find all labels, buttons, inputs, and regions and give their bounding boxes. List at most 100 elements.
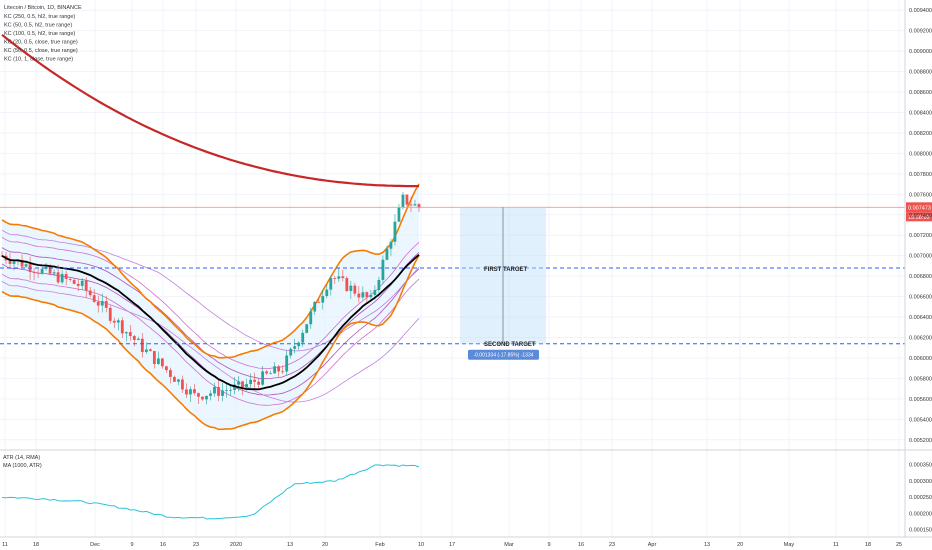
date-tick-label: 16 [160, 542, 166, 548]
date-tick-label: Dec [90, 542, 100, 548]
candle-body [225, 390, 228, 391]
candle-body [265, 371, 269, 374]
candle-body [321, 296, 325, 303]
candle-body [48, 266, 52, 274]
price-tick-label: 0.009400 [909, 8, 932, 14]
candle-body [132, 335, 136, 340]
indicator-label[interactable]: KC (250, 0.5, hl2, true range) [4, 14, 75, 20]
candle-body [201, 396, 204, 400]
candle-body [277, 366, 281, 372]
price-tick-label: 0.006600 [909, 295, 932, 301]
candle-body [297, 342, 301, 347]
candle-body [249, 379, 252, 385]
candle-body [365, 292, 369, 298]
kc50-midline [1, 254, 420, 391]
atr-ma-label[interactable]: MA (1000, ATR) [3, 463, 42, 469]
countdown-tag [906, 212, 932, 222]
date-tick-label: 10 [418, 542, 424, 548]
candle-body [120, 320, 124, 334]
candle-body [108, 307, 112, 321]
atr-pane [1, 464, 420, 520]
price-tick-label: 0.007800 [909, 172, 932, 178]
candle-body [245, 384, 248, 388]
date-tick-label: 9 [130, 542, 133, 548]
candle-body [361, 292, 365, 298]
date-tick-label: May [784, 542, 795, 548]
candle-body [325, 289, 329, 297]
candle-body [409, 204, 413, 206]
candle-body [329, 278, 333, 290]
date-tick-label: 23 [193, 542, 199, 548]
price-tick-label: 0.006800 [909, 274, 932, 280]
price-tick-label: 0.008000 [909, 151, 932, 157]
date-tick-label: 20 [322, 542, 328, 548]
price-tick-label: 0.007000 [909, 254, 932, 260]
candle-body [281, 371, 285, 373]
candle-body [373, 290, 377, 296]
candle-body [293, 346, 297, 349]
price-tick-label: 0.008800 [909, 70, 932, 76]
price-tick-label: 0.007600 [909, 192, 932, 198]
candle-body [349, 285, 353, 292]
candle-body [305, 324, 309, 333]
candle-body [112, 320, 116, 323]
candle-body [185, 389, 188, 395]
candles[interactable] [0, 191, 421, 405]
price-tick-label: 0.005600 [909, 397, 932, 403]
indicator-label[interactable]: KC (20, 0.5, close, true range) [4, 40, 78, 46]
candle-body [397, 207, 401, 222]
candle-body [36, 272, 40, 274]
candle-body [345, 278, 349, 292]
price-tick-label: 0.005400 [909, 417, 932, 423]
measure-tool[interactable]: -0.001334 (-17.85%) -1334 [460, 207, 546, 360]
keltner-channel-line [1, 247, 420, 380]
candle-body [88, 290, 92, 296]
price-tick-label: 0.008200 [909, 131, 932, 137]
candle-body [257, 381, 261, 385]
candle-body [381, 259, 385, 280]
candle-body [417, 204, 421, 209]
indicator-label[interactable]: KC (100, 0.5, hl2, true range) [4, 31, 75, 37]
candle-body [405, 194, 409, 205]
candle-body [261, 371, 265, 385]
candle-body [385, 248, 389, 260]
measure-label-box [468, 349, 539, 360]
indicator-label[interactable]: KC (50, 0.5, hl2, true range) [4, 23, 72, 29]
candle-body [116, 320, 120, 323]
candle-body [144, 349, 148, 352]
date-tick-label: Mar [504, 542, 514, 548]
candle-body [253, 379, 257, 382]
date-tick-label: 23 [609, 542, 615, 548]
candle-body [213, 386, 216, 394]
date-tick-label: 13 [287, 542, 293, 548]
candle-body [273, 366, 277, 374]
candle-body [84, 280, 88, 291]
keltner-channel-line [1, 229, 420, 352]
date-tick-label: Apr [648, 542, 657, 548]
kc250-midline [1, 33, 419, 188]
indicator-label[interactable]: KC (50, 0.5, close, true range) [4, 48, 78, 54]
candle-body [56, 272, 60, 283]
candle-body [128, 332, 132, 336]
second-target-label: SECOND TARGET [484, 342, 536, 348]
candle-body [92, 295, 96, 302]
price-tick-label: 0.005800 [909, 376, 932, 382]
candle-body [164, 366, 168, 371]
atr-label[interactable]: ATR (14, RMA) [3, 455, 40, 461]
current-price-text: 0.007473 [908, 205, 931, 211]
chart-title: Litecoin / Bitcoin, 1D, BINANCE [4, 5, 82, 11]
candle-body [8, 260, 12, 264]
atr-line [1, 464, 420, 520]
price-tick-label: 0.008600 [909, 90, 932, 96]
atr-tick-label: 0.000350 [909, 463, 932, 469]
price-tick-label: 0.009200 [909, 29, 932, 35]
candle-body [209, 393, 212, 396]
candle-body [313, 301, 317, 312]
candle-body [393, 221, 397, 242]
price-tick-label: 0.007400 [909, 213, 932, 219]
candle-body [136, 338, 140, 340]
candle-body [229, 389, 232, 391]
indicator-label[interactable]: KC (10, 1, close, true range) [4, 57, 73, 63]
